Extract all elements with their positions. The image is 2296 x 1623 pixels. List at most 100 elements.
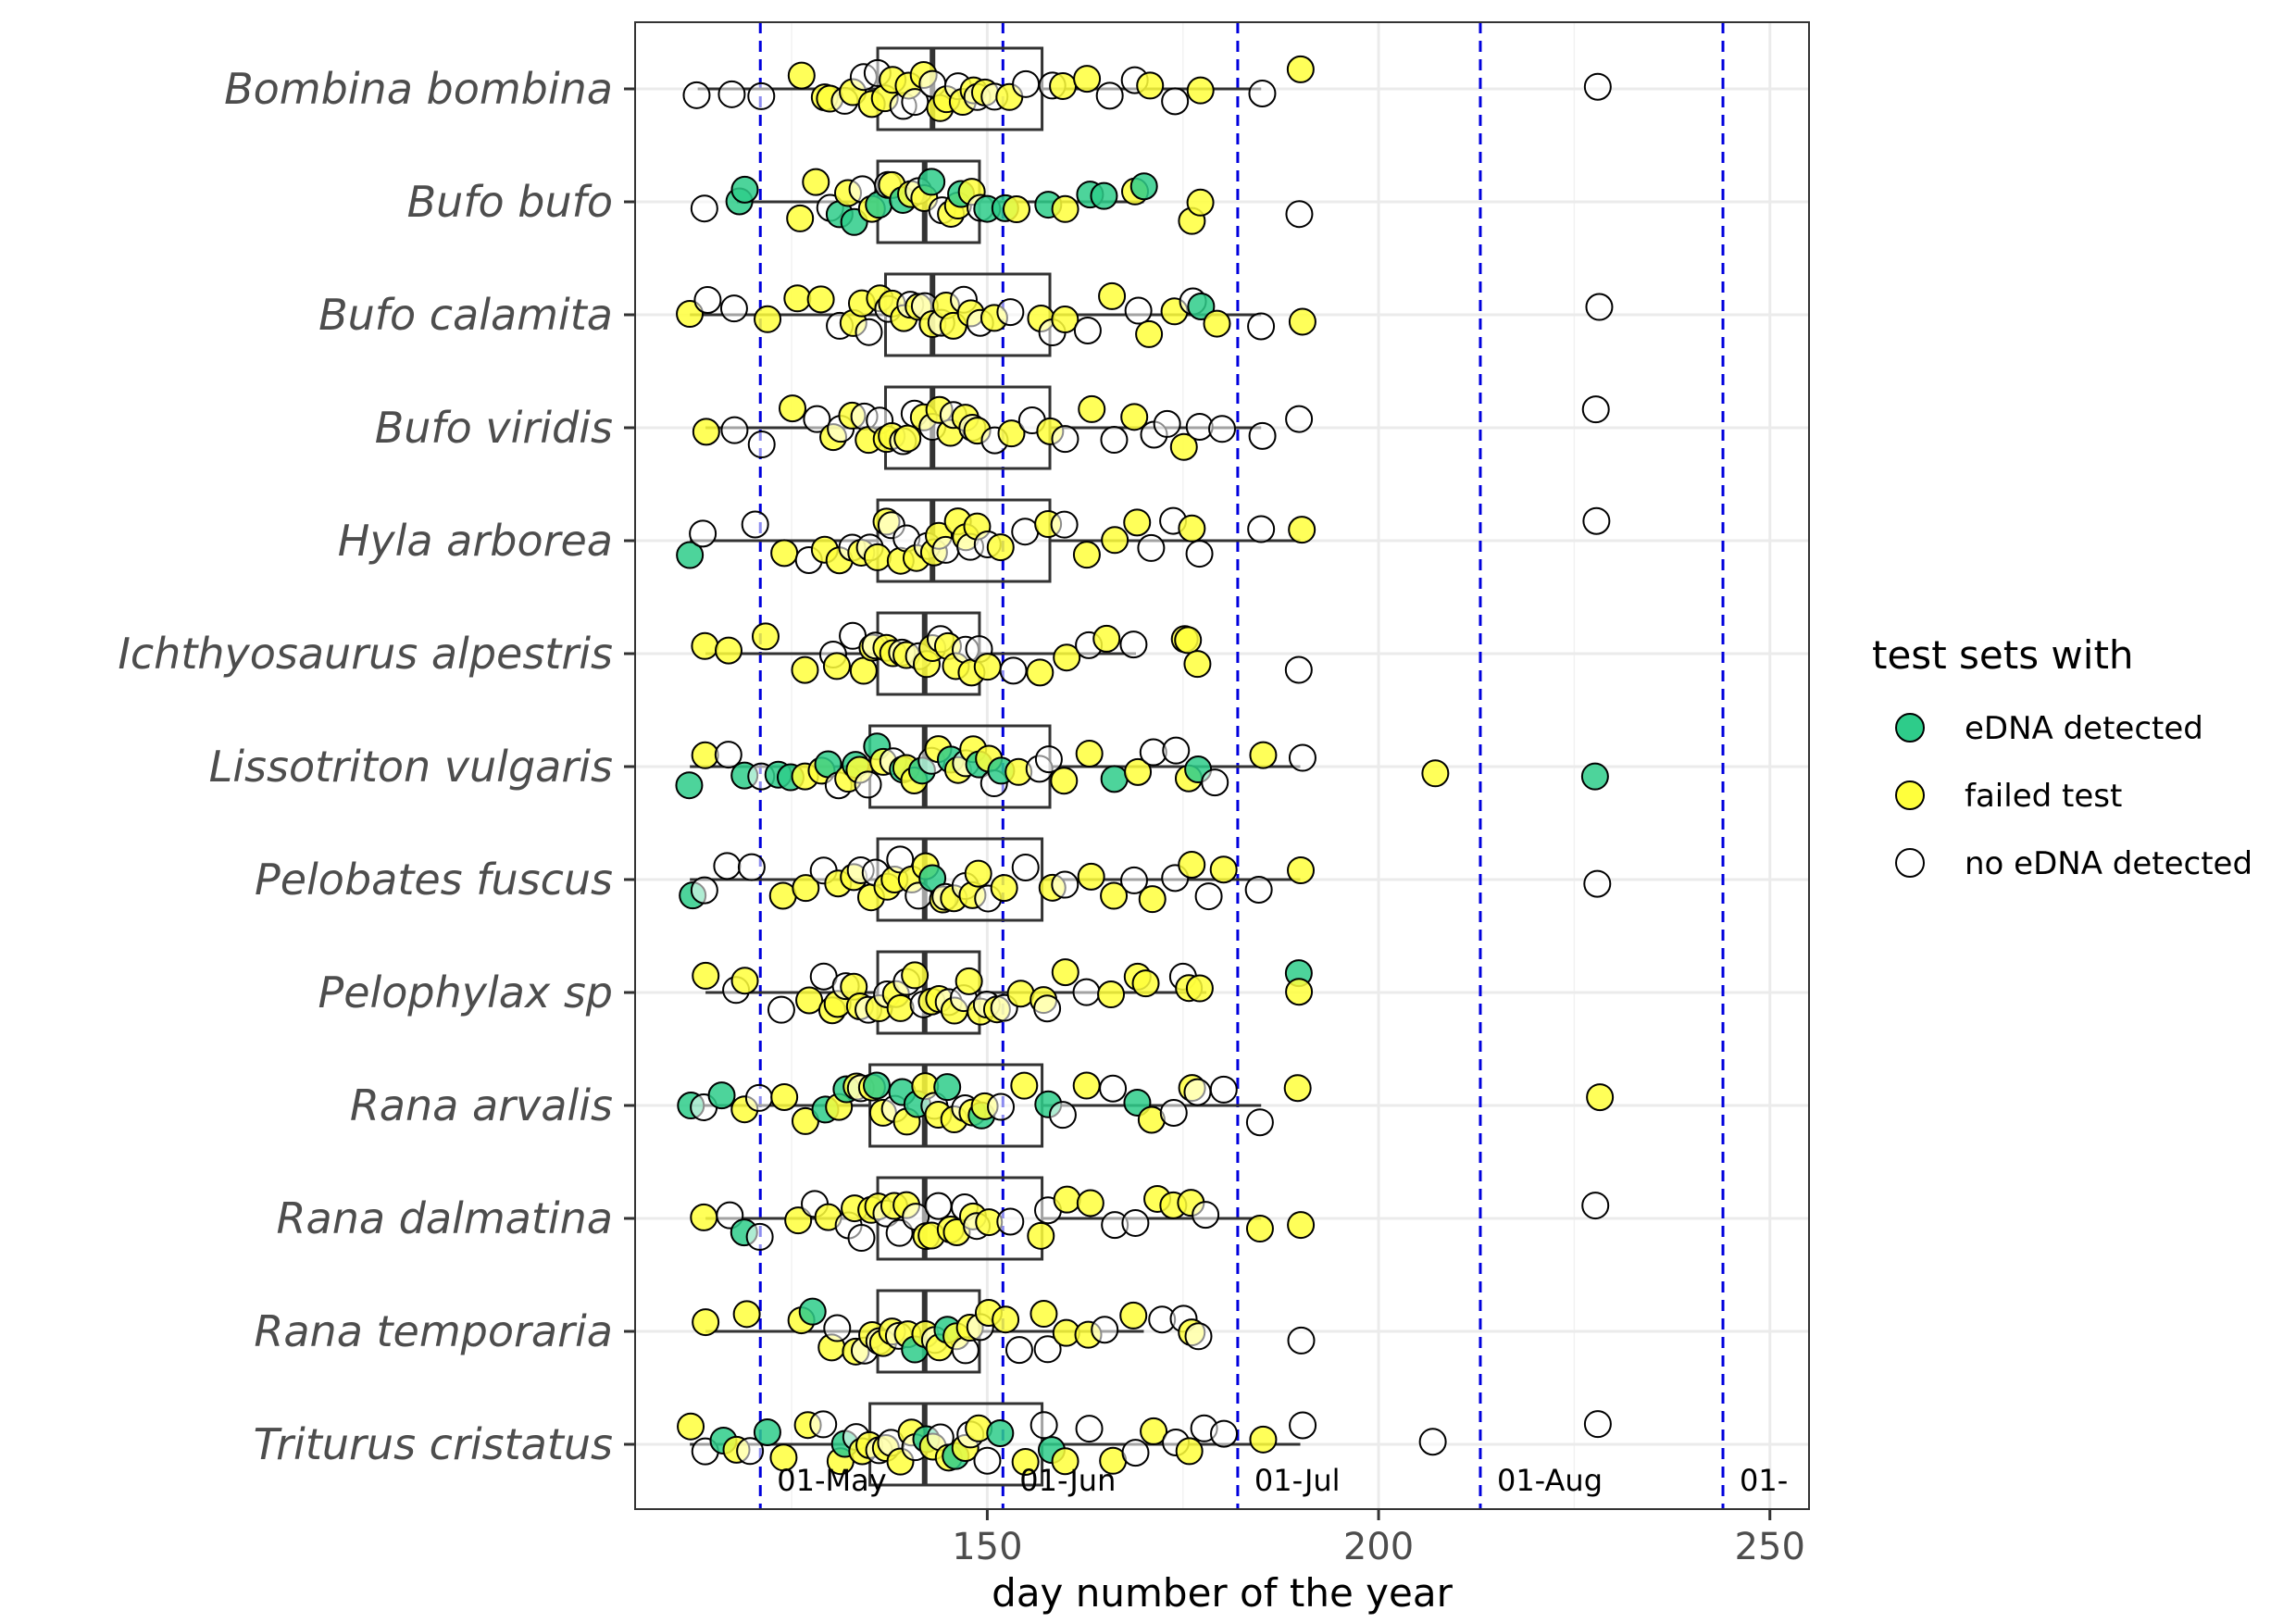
- data-point: [1203, 309, 1231, 338]
- data-point: [1077, 862, 1105, 891]
- data-point: [1184, 1322, 1213, 1351]
- data-point: [1099, 1074, 1128, 1103]
- data-point: [1245, 1215, 1274, 1243]
- data-point: [1248, 79, 1277, 107]
- y-tick-label-hyla-arborea: Hyla arborea: [338, 516, 613, 566]
- data-point: [992, 1305, 1020, 1334]
- data-point: [754, 305, 782, 333]
- data-point: [677, 1412, 705, 1441]
- data-point: [1161, 87, 1190, 116]
- data-point: [1100, 881, 1129, 910]
- data-point: [1418, 1428, 1447, 1456]
- data-point: [707, 1081, 736, 1110]
- y-tick-label-bombina-bombina: Bombina bombina: [224, 64, 613, 114]
- data-point: [737, 853, 766, 881]
- data-point: [1186, 188, 1215, 217]
- data-point: [803, 405, 831, 433]
- data-point: [1245, 1108, 1274, 1137]
- data-point: [955, 967, 983, 995]
- data-point: [1187, 292, 1216, 320]
- data-point: [787, 61, 816, 90]
- data-point: [1026, 658, 1054, 687]
- month-label-01-jul: 01-Jul: [1254, 1463, 1341, 1498]
- data-point: [1011, 853, 1040, 881]
- data-point: [1209, 1075, 1238, 1104]
- data-point: [1033, 994, 1062, 1023]
- data-point: [1011, 1447, 1040, 1476]
- data-point: [1100, 426, 1129, 455]
- data-point: [1586, 1083, 1615, 1112]
- data-point: [951, 1336, 980, 1365]
- points-bufo-viridis: [692, 394, 1610, 461]
- data-point: [676, 541, 705, 569]
- data-point: [1027, 1221, 1055, 1250]
- data-points: [675, 55, 1615, 1476]
- data-point: [1095, 81, 1124, 110]
- data-point: [1582, 506, 1611, 535]
- data-point: [999, 656, 1028, 685]
- legend-key-edna-detected: [1895, 713, 1925, 743]
- data-point: [730, 967, 759, 995]
- data-point: [1185, 540, 1214, 568]
- data-point: [1201, 768, 1229, 797]
- data-point: [1583, 1410, 1612, 1439]
- data-point: [1051, 870, 1079, 899]
- month-label-01-may: 01-May: [777, 1463, 886, 1498]
- data-point: [996, 298, 1025, 327]
- data-point: [1076, 1189, 1104, 1217]
- y-tick-label-rana-temporaria: Rana temporaria: [254, 1306, 613, 1356]
- points-rana-dalmatina: [690, 1184, 1610, 1253]
- data-point: [692, 961, 720, 990]
- data-point: [1090, 181, 1118, 210]
- data-point: [1119, 630, 1148, 659]
- data-point: [732, 1300, 761, 1329]
- data-point: [1075, 739, 1104, 768]
- data-point: [1051, 1447, 1079, 1476]
- data-point: [730, 175, 759, 204]
- legend-title: test sets with: [1872, 632, 2134, 678]
- points-pelophylax-sp: [692, 958, 1314, 1026]
- data-point: [1185, 974, 1214, 1003]
- points-lissotriton-vulgaris: [675, 732, 1609, 800]
- data-point: [1072, 978, 1101, 1006]
- data-point: [933, 1073, 962, 1102]
- x-tick-label-200: 200: [1343, 1526, 1414, 1568]
- y-tick-label-bufo-viridis: Bufo viridis: [375, 403, 613, 453]
- y-tick-label-bufo-bufo: Bufo bufo: [407, 177, 613, 227]
- data-point: [1091, 1316, 1119, 1344]
- data-point: [1053, 1185, 1081, 1214]
- data-point: [675, 771, 704, 800]
- data-point: [847, 1224, 876, 1253]
- data-point: [1421, 759, 1450, 788]
- data-point: [1583, 72, 1612, 101]
- data-point: [690, 876, 718, 905]
- data-point: [987, 1092, 1016, 1121]
- data-point: [744, 1083, 773, 1112]
- data-point: [715, 636, 743, 665]
- data-point: [1244, 875, 1273, 904]
- y-tick-label-bufo-calamita: Bufo calamita: [318, 290, 613, 340]
- data-point: [1029, 1300, 1058, 1329]
- data-point: [719, 294, 748, 323]
- data-point: [1136, 71, 1165, 100]
- data-point: [1153, 409, 1181, 438]
- data-point: [1004, 1336, 1033, 1365]
- data-point: [996, 1207, 1025, 1236]
- points-bufo-calamita: [676, 281, 1614, 348]
- data-point: [718, 80, 746, 108]
- data-point: [747, 81, 776, 110]
- data-point: [1581, 395, 1610, 424]
- data-point: [1101, 526, 1129, 555]
- data-point: [693, 285, 722, 314]
- data-point: [1178, 514, 1206, 543]
- data-point: [1286, 55, 1315, 83]
- data-point: [1580, 762, 1609, 791]
- data-point: [1121, 1208, 1150, 1237]
- data-point: [784, 1206, 813, 1235]
- data-point: [1011, 518, 1040, 546]
- data-point: [986, 533, 1015, 562]
- data-point: [691, 741, 719, 769]
- data-point: [791, 655, 819, 684]
- data-point: [863, 543, 892, 571]
